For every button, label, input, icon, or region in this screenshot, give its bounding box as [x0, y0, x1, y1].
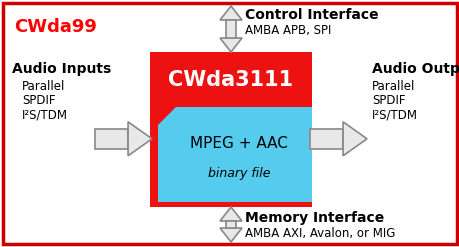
- Text: AMBA AXI, Avalon, or MIG: AMBA AXI, Avalon, or MIG: [245, 227, 395, 240]
- Polygon shape: [219, 38, 241, 52]
- Text: CWda3111: CWda3111: [168, 70, 293, 90]
- Text: Parallel: Parallel: [22, 80, 65, 93]
- Text: AMBA APB, SPI: AMBA APB, SPI: [245, 24, 330, 37]
- Text: I²S/TDM: I²S/TDM: [22, 108, 68, 121]
- Bar: [309, 129, 342, 149]
- Text: MPEG + AAC: MPEG + AAC: [190, 136, 287, 151]
- Text: Parallel: Parallel: [371, 80, 414, 93]
- Text: binary file: binary file: [207, 167, 270, 180]
- Polygon shape: [342, 122, 366, 156]
- Text: SPDIF: SPDIF: [22, 94, 56, 107]
- Polygon shape: [219, 228, 241, 242]
- Text: Audio Inputs: Audio Inputs: [12, 62, 111, 76]
- Text: Control Interface: Control Interface: [245, 8, 378, 22]
- Bar: [225, 20, 235, 38]
- Text: Audio Outputs: Audio Outputs: [371, 62, 459, 76]
- Bar: [225, 221, 235, 228]
- Bar: [95, 129, 128, 149]
- Polygon shape: [157, 107, 311, 202]
- Text: CWda99: CWda99: [14, 18, 97, 36]
- Polygon shape: [128, 122, 151, 156]
- Text: Memory Interface: Memory Interface: [245, 211, 383, 225]
- FancyBboxPatch shape: [3, 3, 456, 244]
- FancyBboxPatch shape: [150, 52, 311, 207]
- Polygon shape: [219, 207, 241, 221]
- Text: I²S/TDM: I²S/TDM: [371, 108, 417, 121]
- Text: SPDIF: SPDIF: [371, 94, 405, 107]
- Polygon shape: [219, 6, 241, 20]
